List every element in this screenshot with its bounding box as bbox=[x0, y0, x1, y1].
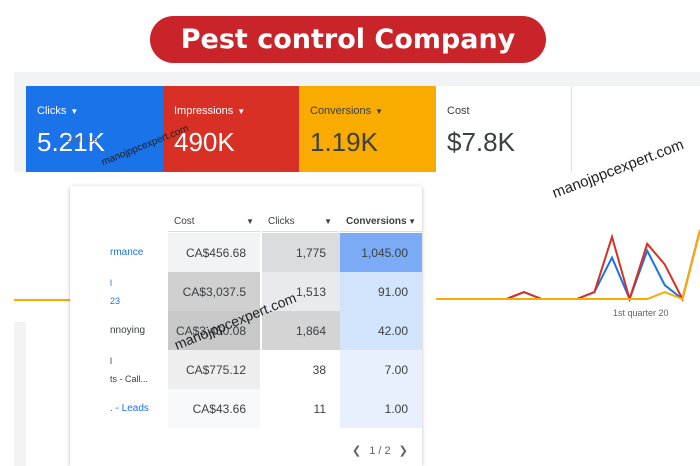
chart-series-line-impressions bbox=[436, 229, 700, 303]
column-header-conversions[interactable]: Conversions ▼ bbox=[340, 212, 422, 232]
page-title-banner: Pest control Company bbox=[150, 16, 546, 63]
column-header-label: Conversions bbox=[346, 216, 407, 227]
metric-label-row: Cost bbox=[447, 105, 560, 117]
table-cell-cost: CA$775.12 bbox=[168, 350, 260, 389]
column-header-clicks[interactable]: Clicks ▼ bbox=[262, 212, 338, 232]
metric-label-row: Clicks ▼ bbox=[37, 105, 152, 117]
metric-label: Impressions bbox=[174, 105, 234, 117]
table-cell-clicks: 11 bbox=[262, 389, 340, 428]
metric-value: 1.19K bbox=[310, 127, 378, 157]
table-cell-clicks: 1,513 bbox=[262, 272, 340, 311]
dropdown-caret-icon[interactable]: ▼ bbox=[237, 106, 246, 116]
table-cell-conversions: 42.00 bbox=[340, 311, 422, 350]
metric-card-cost[interactable]: Cost $7.8K bbox=[436, 86, 572, 172]
chevron-right-icon[interactable]: ❯ bbox=[398, 445, 408, 457]
dropdown-caret-icon[interactable]: ▼ bbox=[70, 106, 79, 116]
column-header-cost[interactable]: Cost ▼ bbox=[168, 212, 260, 232]
page-indicator: 1 / 2 bbox=[369, 444, 391, 457]
chart-series-line-conversions bbox=[436, 229, 700, 301]
table-row-name[interactable]: . - Leads bbox=[110, 403, 149, 414]
table-row-name[interactable]: nnoying bbox=[110, 325, 146, 336]
table-row-name[interactable]: l 23 bbox=[110, 277, 121, 306]
metric-card-conversions[interactable]: Conversions ▼ 1.19K bbox=[299, 86, 436, 172]
table-row-name[interactable]: rmance bbox=[110, 247, 144, 258]
metric-label: Clicks bbox=[37, 105, 67, 117]
metric-label: Conversions bbox=[310, 105, 372, 117]
metric-label-row: Conversions ▼ bbox=[310, 105, 425, 117]
chart-series-line-clicks bbox=[436, 229, 700, 302]
sort-caret-icon[interactable]: ▼ bbox=[324, 217, 332, 226]
metric-label-row: Impressions ▼ bbox=[174, 105, 288, 117]
pagination: ❮ 1 / 2 ❯ bbox=[352, 444, 408, 458]
chevron-left-icon[interactable]: ❮ bbox=[352, 445, 362, 457]
table-cell-conversions: 1,045.00 bbox=[340, 233, 422, 272]
metric-card-clicks[interactable]: Clicks ▼ 5.21K bbox=[26, 86, 163, 172]
table-cell-cost: CA$43.66 bbox=[168, 389, 260, 428]
table-cell-conversions: 91.00 bbox=[340, 272, 422, 311]
table-cell-cost: CA$3,037.5 bbox=[168, 272, 260, 311]
table-cell-clicks: 1,864 bbox=[262, 311, 340, 350]
x-axis-tick: 1st quarter 20 bbox=[613, 308, 669, 318]
metric-value: 5.21K bbox=[37, 127, 105, 157]
column-header-label: Clicks bbox=[268, 216, 295, 227]
table-cell-conversions: 1.00 bbox=[340, 389, 422, 428]
table-cell-clicks: 38 bbox=[262, 350, 340, 389]
metric-label: Cost bbox=[447, 105, 470, 117]
x-axis-tick: 2nd qua bbox=[66, 134, 99, 144]
table-cell-cost: CA$456.68 bbox=[168, 233, 260, 272]
chart-baseline-line bbox=[14, 299, 110, 301]
column-header-label: Cost bbox=[174, 216, 195, 227]
table-cell-clicks: 1,775 bbox=[262, 233, 340, 272]
metric-value: $7.8K bbox=[447, 127, 515, 157]
sort-caret-icon[interactable]: ▼ bbox=[408, 217, 416, 226]
metric-value: 490K bbox=[174, 127, 235, 157]
performance-line-chart bbox=[436, 229, 700, 303]
sort-caret-icon[interactable]: ▼ bbox=[246, 217, 254, 226]
table-cell-conversions: 7.00 bbox=[340, 350, 422, 389]
metric-card-impressions[interactable]: Impressions ▼ 490K bbox=[163, 86, 299, 172]
table-cell-cost: CA$3,450.08 bbox=[168, 311, 260, 350]
dropdown-caret-icon[interactable]: ▼ bbox=[375, 106, 384, 116]
table-row-name[interactable]: l ts - Call... bbox=[110, 355, 149, 384]
